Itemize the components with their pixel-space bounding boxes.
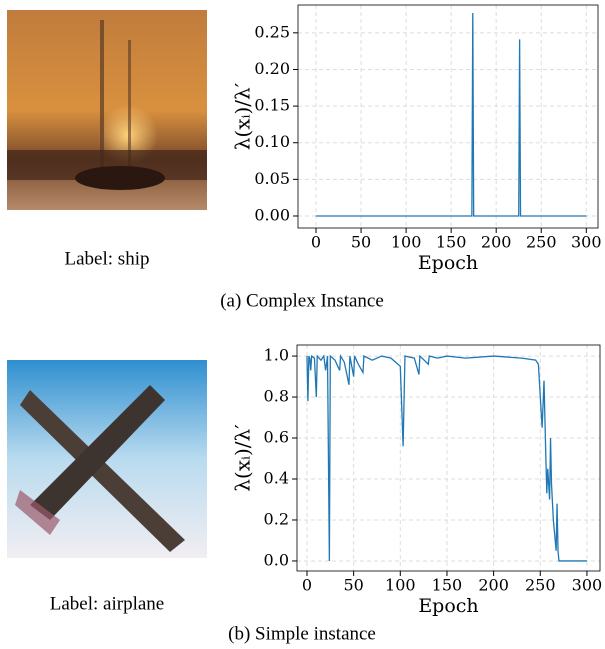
y-tick-label: 0.8 [264,387,289,406]
x-tick-label: 250 [525,576,556,595]
x-tick-label: 100 [385,576,416,595]
caption: (a) Complex Instance [220,290,384,311]
x-tick-label: 300 [571,233,602,252]
image-label: Label: ship [65,248,150,269]
x-axis-label: Epoch [418,595,478,617]
y-tick-label: 0.10 [254,132,290,151]
x-tick-label: 150 [432,576,463,595]
y-tick-label: 0.2 [264,509,289,528]
image-label: Label: airplane [50,593,164,614]
plot-frame [298,5,598,228]
y-axis-label: λ(xᵢ)/λ′ [231,424,255,492]
y-tick-label: 0.4 [264,469,289,488]
airplane-image [7,360,207,558]
x-tick-label: 250 [526,233,557,252]
x-tick-label: 200 [481,233,512,252]
caption: (b) Simple instance [228,623,376,644]
y-tick-label: 0.15 [254,96,290,115]
x-tick-label: 0 [302,576,312,595]
y-tick-label: 0.05 [254,169,290,188]
figure: Label: ship (a) Complex Instance Label: … [0,0,605,649]
page: Label: ship (a) Complex Instance Label: … [0,0,605,649]
x-tick-label: 300 [572,576,603,595]
ship-image [7,10,207,210]
x-axis-label: Epoch [418,252,478,274]
x-tick-label: 0 [311,233,321,252]
y-tick-label: 1.0 [264,346,289,365]
x-tick-label: 50 [343,576,363,595]
y-tick-label: 0.00 [254,205,290,224]
x-tick-label: 50 [351,233,371,252]
x-tick-label: 200 [478,576,509,595]
y-tick-label: 0.20 [254,59,290,78]
x-tick-label: 100 [391,233,422,252]
y-tick-label: 0.0 [264,550,289,569]
x-tick-label: 150 [436,233,467,252]
y-axis-label: λ(xᵢ)/λ′ [231,82,255,150]
y-tick-label: 0.25 [254,22,290,41]
y-tick-label: 0.6 [264,428,289,447]
